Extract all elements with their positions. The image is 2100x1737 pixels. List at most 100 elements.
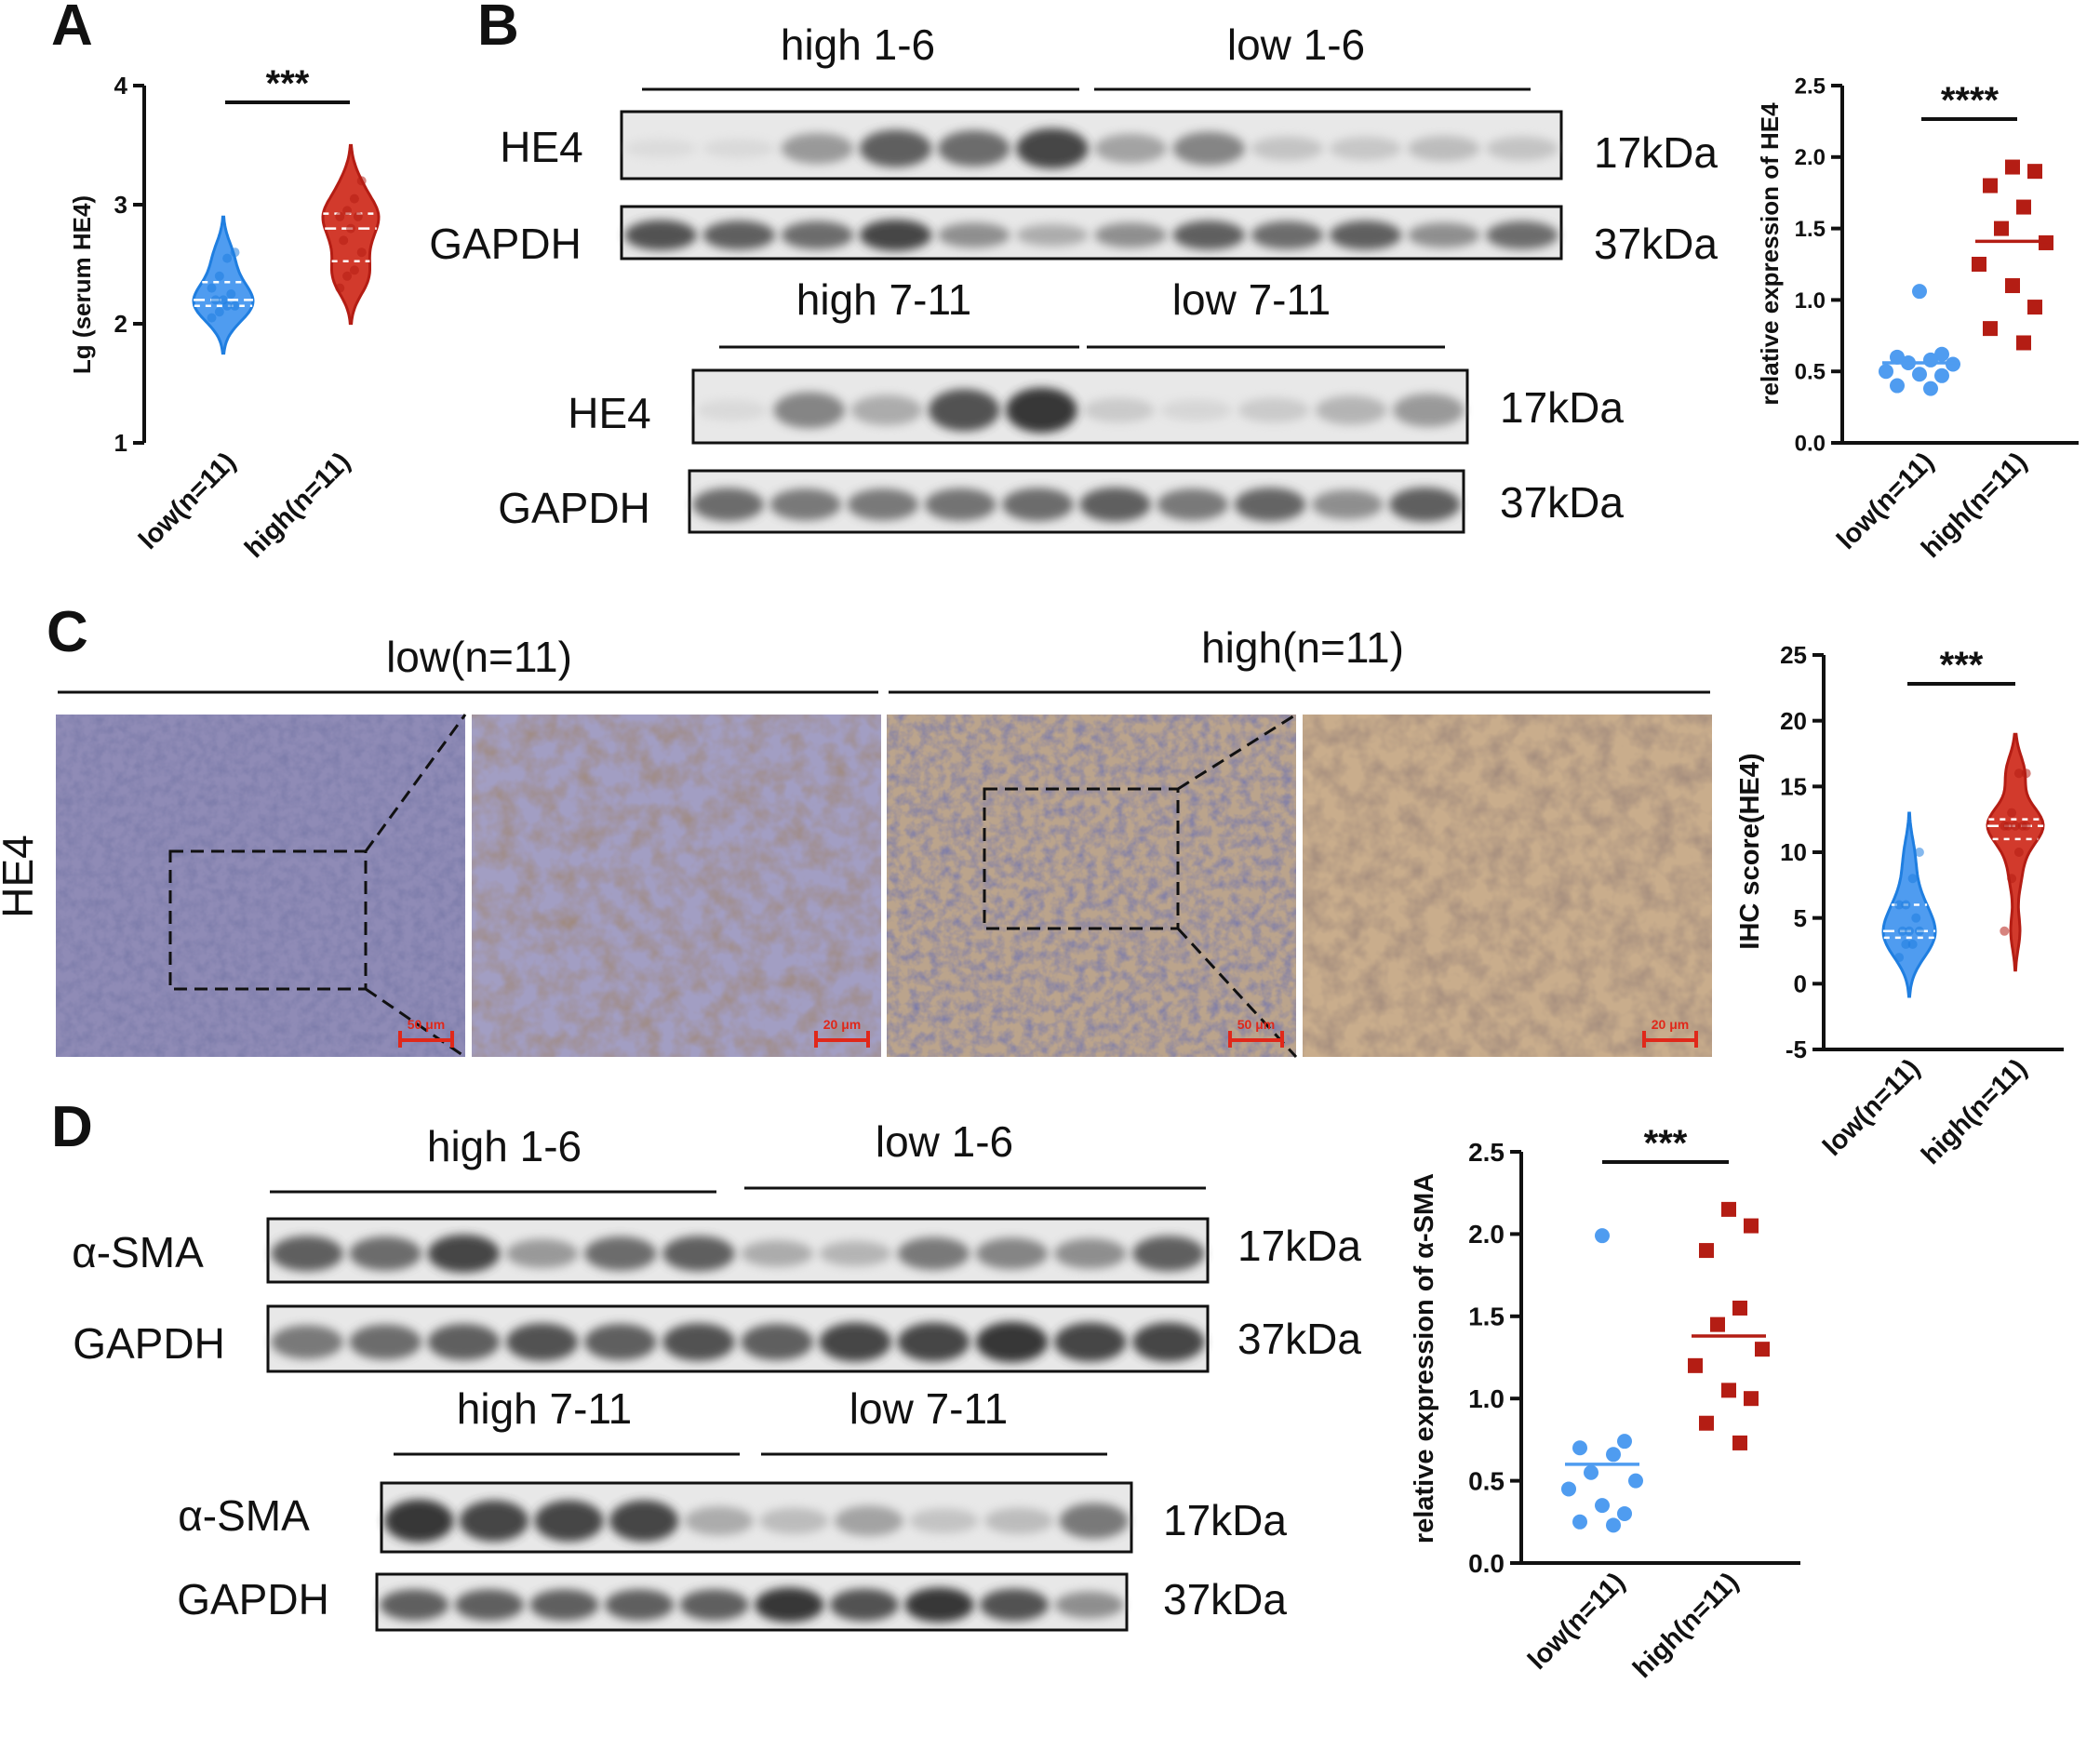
panel-a-ytick-label: 1 (114, 429, 127, 457)
c-scale-label: 50 μm (408, 1017, 445, 1032)
panel-b-high-point (1972, 257, 1986, 272)
panel-d-low-point (1606, 1447, 1621, 1463)
panel-a-ytick-label: 4 (114, 72, 128, 100)
panel-a-high-violin-point (353, 211, 363, 221)
panel-a-high-violin-point (349, 265, 359, 275)
b-blot1-row2-band (1172, 220, 1245, 250)
panel-b-chart: relative expression of HE4 0.0 0.5 1.0 1.5 2… (1756, 73, 2079, 564)
b-blot1-header-left: high 1-6 (781, 20, 935, 69)
panel-d-low-point (1595, 1228, 1610, 1244)
b-blot2-row2-kda: 37kDa (1500, 478, 1624, 527)
panel-d-ytick-label: 0.0 (1468, 1549, 1505, 1578)
panel-b-low-point (1923, 352, 1938, 367)
b-blot2-row1-kda: 17kDa (1500, 383, 1624, 432)
panel-c-high-violin-point (2011, 821, 2020, 831)
panel-a-high-violin-point (356, 176, 367, 186)
panel-label-d: D (51, 1095, 93, 1159)
panel-b-blots: high 1-6 low 1-6 HE4 GAPDH 17kDa 37kDa h… (429, 20, 1718, 534)
panel-b-ytick-label: 0.5 (1795, 360, 1826, 385)
b-blot1-row2-band (859, 220, 932, 251)
b-blot1-row1-band (1172, 131, 1245, 166)
panel-a-ytick-label: 3 (114, 191, 127, 219)
b-blot2-row2-band (847, 488, 919, 521)
b-blot1-row2-band (624, 220, 697, 251)
panel-d-high-point (1710, 1316, 1725, 1332)
b-blot1-row1-band (624, 139, 697, 158)
d-blot1-row2-band (741, 1323, 813, 1361)
c-roi-line-high-bottom (1176, 927, 1298, 1059)
c-scale-label: 20 μm (1652, 1017, 1689, 1032)
d-blot1-row1-band (584, 1236, 657, 1271)
panel-d-high-point (1721, 1201, 1736, 1217)
d-blot2-row2-band (529, 1589, 599, 1621)
b-blot1-row1-band (1329, 136, 1402, 161)
panel-d-low-point (1561, 1481, 1576, 1497)
b-blot2-row2-band (1311, 489, 1384, 520)
panel-d-ytick-label: 2.5 (1468, 1138, 1505, 1167)
panel-b-low-point (1923, 381, 1938, 396)
panel-d-low-point (1606, 1517, 1621, 1533)
panel-d-significance: *** (1644, 1123, 1688, 1164)
c-roi-line-low-top (364, 714, 467, 852)
panel-c-ytick-label: 10 (1780, 838, 1807, 866)
b-blot1-row1-band (1016, 128, 1089, 169)
d-blot2-row1-label: α-SMA (178, 1491, 310, 1540)
panel-a-low-violin-point (207, 283, 217, 293)
panel-b-low-point (1912, 284, 1927, 300)
b-blot1-row2-band (1094, 222, 1167, 248)
b-blot2-row1-band (1237, 397, 1310, 423)
b-blot1-row1-band (859, 129, 932, 167)
panel-a-high-violin-point (356, 247, 367, 258)
b-blot2-row2-band (1002, 488, 1074, 522)
panel-a-low-violin-point (214, 307, 224, 317)
d-blot2-row2-band (454, 1589, 524, 1621)
panel-b-low-point (1912, 367, 1927, 382)
panel-b-high-point (2027, 300, 2042, 315)
b-blot1-row2-kda: 37kDa (1594, 220, 1718, 268)
d-blot1-row1-band (819, 1240, 891, 1266)
d-blot2-row2-band (980, 1588, 1050, 1622)
b-blot2-row1-band (1315, 395, 1387, 425)
d-blot2-row1-band (534, 1500, 604, 1542)
panel-d-low-point (1584, 1464, 1598, 1480)
d-blot2-row2-band (755, 1587, 824, 1623)
b-blot1-row2-membrane (620, 205, 1563, 261)
b-blot1-row1-band (1408, 135, 1480, 162)
d-blot1-row2-band (271, 1325, 343, 1359)
d-blot1-row1-band (271, 1236, 343, 1272)
d-blot1-row2-band (897, 1322, 970, 1362)
b-blot1-row2-band (1329, 220, 1402, 250)
b-blot1-row2-band (781, 220, 854, 249)
panel-d-high-point (1699, 1415, 1714, 1431)
panel-c-low-violin-point (1911, 913, 1921, 923)
panel-a-low-violin-point (219, 295, 228, 305)
panel-b-low-point (1879, 364, 1893, 380)
d-blot1-row1-kda: 17kDa (1237, 1222, 1361, 1270)
panel-a-high-violin-point (339, 235, 349, 246)
panel-c-high-violin-point (2007, 808, 2017, 818)
panel-c-low-violin-point (1894, 953, 1905, 963)
panel-c-high-violin-point (2017, 821, 2027, 831)
d-blot2-header-right: low 7-11 (849, 1384, 1008, 1433)
panel-a-significance: *** (266, 63, 310, 104)
d-blot2-row2-band (605, 1589, 675, 1621)
panel-a-ytick-label: 2 (114, 310, 127, 338)
panel-b-high-point (2005, 278, 2020, 294)
b-blot1-row2-band (1486, 220, 1558, 249)
d-blot1-row2-label: GAPDH (73, 1319, 225, 1368)
d-blot1-row2-band (1054, 1322, 1127, 1362)
d-blot1-row2-band (349, 1324, 421, 1360)
panel-c-high-violin-point (2013, 768, 2024, 779)
d-blot2-row1-band (609, 1500, 679, 1542)
b-blot2-row1-label: HE4 (568, 389, 650, 437)
d-blot1-row1-band (427, 1235, 501, 1273)
b-blot1-row1-band (1094, 133, 1167, 164)
d-blot1-header-right: low 1-6 (876, 1117, 1013, 1166)
d-blot2-row1-band (1059, 1503, 1129, 1539)
panel-d-ytick-label: 1.5 (1468, 1303, 1505, 1331)
b-blot2-row2-band (924, 488, 996, 521)
panel-b-ylabel: relative expression of HE4 (1756, 102, 1784, 406)
panel-a-low-violin-point (230, 247, 240, 258)
b-blot2-row1-band (1160, 399, 1233, 421)
panel-d-ytick-label: 2.0 (1468, 1220, 1505, 1249)
